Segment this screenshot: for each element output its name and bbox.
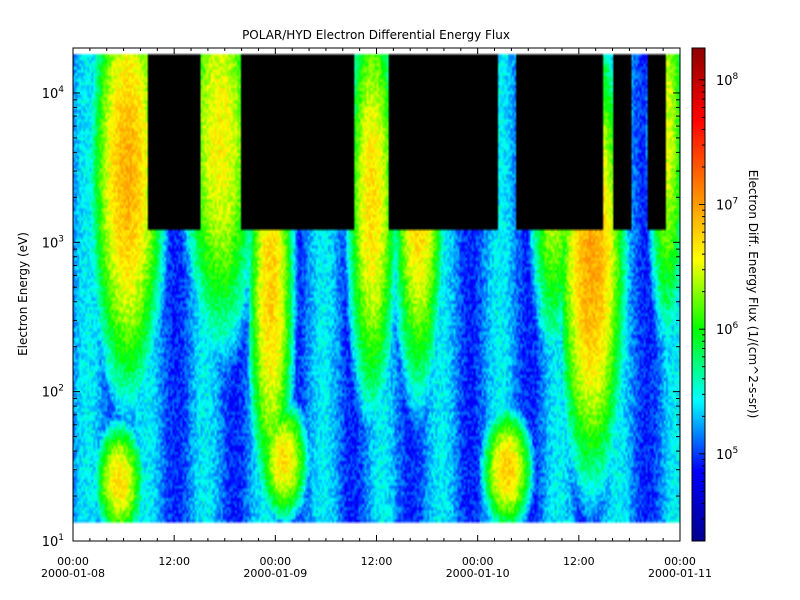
x-tick-label: 12:00: [158, 555, 190, 568]
y-tick-label: 103: [42, 234, 64, 251]
y-tick-label: 102: [42, 384, 64, 401]
x-tick-date-label: 2000-01-10: [446, 567, 510, 580]
colorbar-tick-label: 106: [716, 321, 739, 338]
x-tick-label: 00:00: [57, 555, 89, 568]
chart-title: POLAR/HYD Electron Differential Energy F…: [242, 28, 510, 42]
colorbar-tick-label: 105: [716, 446, 738, 463]
colorbar-frame: [691, 47, 706, 542]
y-axis: 101 102 103 104: [42, 47, 680, 550]
spectrogram-image: [73, 48, 680, 541]
colorbar-gradient: [692, 48, 705, 541]
x-tick-label: 00:00: [259, 555, 291, 568]
colorbar-tick-label: 107: [716, 197, 738, 214]
x-tick-label: 12:00: [563, 555, 595, 568]
colorbar: 105 106 107 108: [691, 47, 739, 542]
y-tick-label: 104: [42, 85, 65, 102]
x-tick-date-label: 2000-01-11: [648, 567, 712, 580]
colorbar-label: Electron Diff. Energy Flux (1/(cm^2-s-sr…: [746, 170, 760, 419]
x-tick-label: 00:00: [462, 555, 494, 568]
colorbar-tick-label: 108: [716, 72, 739, 89]
colorbar-axis: 105 106 107 108: [699, 72, 739, 542]
x-tick-date-label: 2000-01-09: [243, 567, 307, 580]
x-tick-date-label: 2000-01-08: [41, 567, 105, 580]
y-tick-label: 101: [42, 533, 64, 550]
y-axis-label: Electron Energy (eV): [16, 232, 30, 356]
x-tick-label: 00:00: [664, 555, 696, 568]
x-tick-label: 12:00: [361, 555, 393, 568]
